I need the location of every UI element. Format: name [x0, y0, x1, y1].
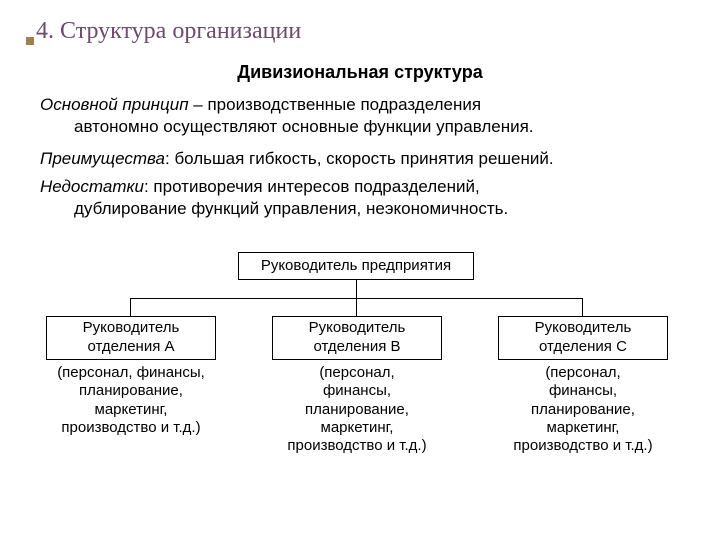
division-funcs-A: (персонал, финансы,планирование,маркетин… [40, 364, 222, 437]
org-chart: Руководитель предприятия Руководительотде… [0, 252, 720, 512]
division-box-A: Руководительотделения А [46, 316, 216, 360]
slide-title: 4. Структура организации [36, 18, 301, 45]
lead-principle: Основной принцип [40, 95, 189, 114]
text: : противоречия интересов подразделений, [144, 177, 480, 196]
division-box-C: Руководительотделения С [498, 316, 668, 360]
connector-line [356, 280, 357, 298]
text: дублирование функций управления, неэконо… [40, 198, 672, 220]
paragraph-advantages: Преимущества: большая гибкость, скорость… [40, 148, 672, 170]
text: : большая гибкость, скорость принятия ре… [165, 149, 554, 168]
connector-line [582, 298, 583, 316]
text: автономно осуществляют основные функции … [40, 116, 672, 138]
paragraph-disadvantages: Недостатки: противоречия интересов подра… [40, 176, 672, 221]
lead-disadvantages: Недостатки [40, 177, 144, 196]
lead-advantages: Преимущества [40, 149, 165, 168]
connector-line [130, 298, 131, 316]
org-root-box: Руководитель предприятия [238, 252, 474, 280]
connector-line [356, 298, 357, 316]
paragraph-principle: Основной принцип – производственные подр… [40, 94, 672, 139]
division-funcs-B: (персонал,финансы,планирование,маркетинг… [266, 364, 448, 455]
division-funcs-C: (персонал,финансы,планирование,маркетинг… [492, 364, 674, 455]
text: – производственные подразделения [189, 95, 482, 114]
division-box-B: Руководительотделения В [272, 316, 442, 360]
bullet-icon [26, 32, 34, 40]
subtitle: Дивизиональная структура [0, 62, 720, 83]
